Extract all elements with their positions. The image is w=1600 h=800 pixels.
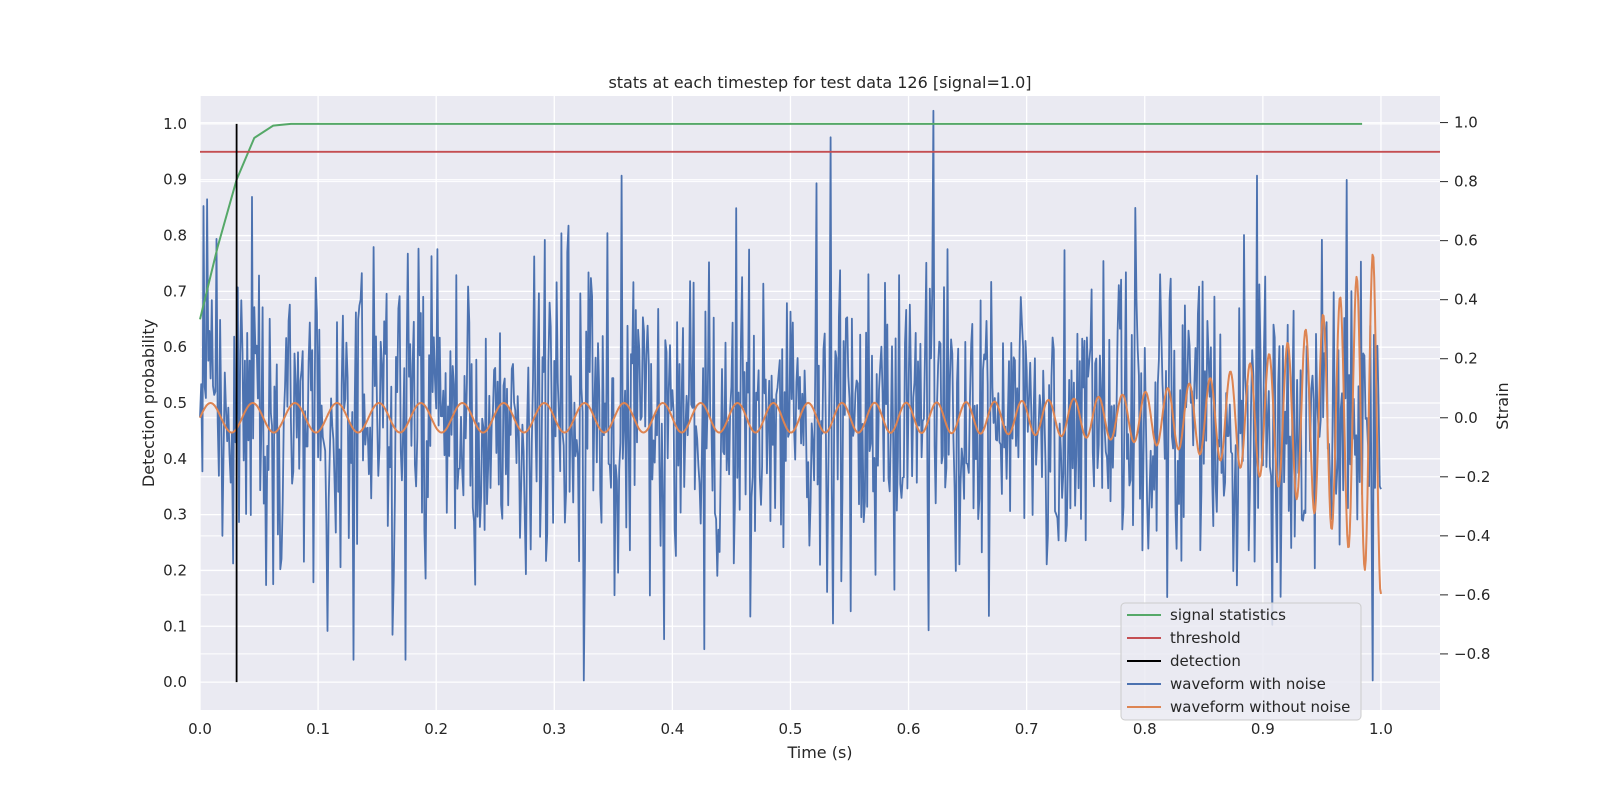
x-tick-label: 0.2: [424, 720, 448, 738]
legend-label-waveform-with-noise: waveform with noise: [1170, 675, 1326, 693]
ticks: 0.0 0.1 0.2 0.3 0.4 0.5 0.6 0.7 0.8 0.9 1.0 0.0 0.1 0…: [163, 114, 1490, 738]
y-tick-label: 0.6: [163, 338, 187, 356]
y2-tick-label: −0.4: [1454, 527, 1490, 545]
y-tick-label: 0.5: [163, 394, 187, 412]
x-tick-label: 0.7: [1015, 720, 1039, 738]
y-tick-label: 0.4: [163, 450, 187, 468]
y2-axis-label: Strain: [1493, 382, 1512, 429]
legend-label-threshold: threshold: [1170, 629, 1241, 647]
x-tick-label: 0.8: [1133, 720, 1157, 738]
y2-tick-label: 0.2: [1454, 350, 1478, 368]
x-tick-label: 0.5: [779, 720, 803, 738]
y2-tick-label: −0.2: [1454, 468, 1490, 486]
y2-tick-label: 1.0: [1454, 114, 1478, 132]
y-tick-label: 0.8: [163, 227, 187, 245]
y2-tick-label: −0.6: [1454, 586, 1490, 604]
series-waveform-without-noise: [199, 253, 1382, 595]
chart-title: stats at each timestep for test data 126…: [608, 73, 1031, 92]
legend-label-waveform-without-noise: waveform without noise: [1170, 698, 1350, 716]
y2-tick-label: 0.6: [1454, 232, 1478, 250]
legend-box: [1120, 602, 1362, 721]
x-tick-label: 1.0: [1369, 720, 1393, 738]
y-tick-label: 0.3: [163, 506, 187, 524]
y-tick-label: 1.0: [163, 115, 187, 133]
y-axis-label: Detection probability: [139, 319, 158, 487]
y2-tick-label: −0.8: [1454, 645, 1490, 663]
series-signal-statistics: [199, 122, 1363, 320]
x-axis-label: Time (s): [786, 743, 852, 762]
y-tick-label: 0.0: [163, 673, 187, 691]
x-tick-label: 0.6: [897, 720, 921, 738]
y-tick-label: 0.1: [163, 617, 187, 635]
y2-tick-label: 0.4: [1454, 291, 1478, 309]
series-waveform-with-noise: [199, 109, 1382, 682]
y-tick-label: 0.9: [163, 171, 187, 189]
x-tick-label: 0.1: [306, 720, 330, 738]
y2-tick-label: 0.8: [1454, 173, 1478, 191]
y-tick-label: 0.2: [163, 561, 187, 579]
x-tick-label: 0.3: [542, 720, 566, 738]
x-tick-label: 0.0: [188, 720, 212, 738]
x-tick-label: 0.9: [1251, 720, 1275, 738]
y-tick-label: 0.7: [163, 282, 187, 300]
legend-label-detection: detection: [1170, 652, 1241, 670]
legend: signal statistics threshold detection wa…: [1120, 602, 1362, 721]
x-tick-label: 0.4: [660, 720, 684, 738]
legend-label-signal-statistics: signal statistics: [1170, 606, 1286, 624]
series: [199, 109, 1440, 683]
y2-tick-label: 0.0: [1454, 409, 1478, 427]
